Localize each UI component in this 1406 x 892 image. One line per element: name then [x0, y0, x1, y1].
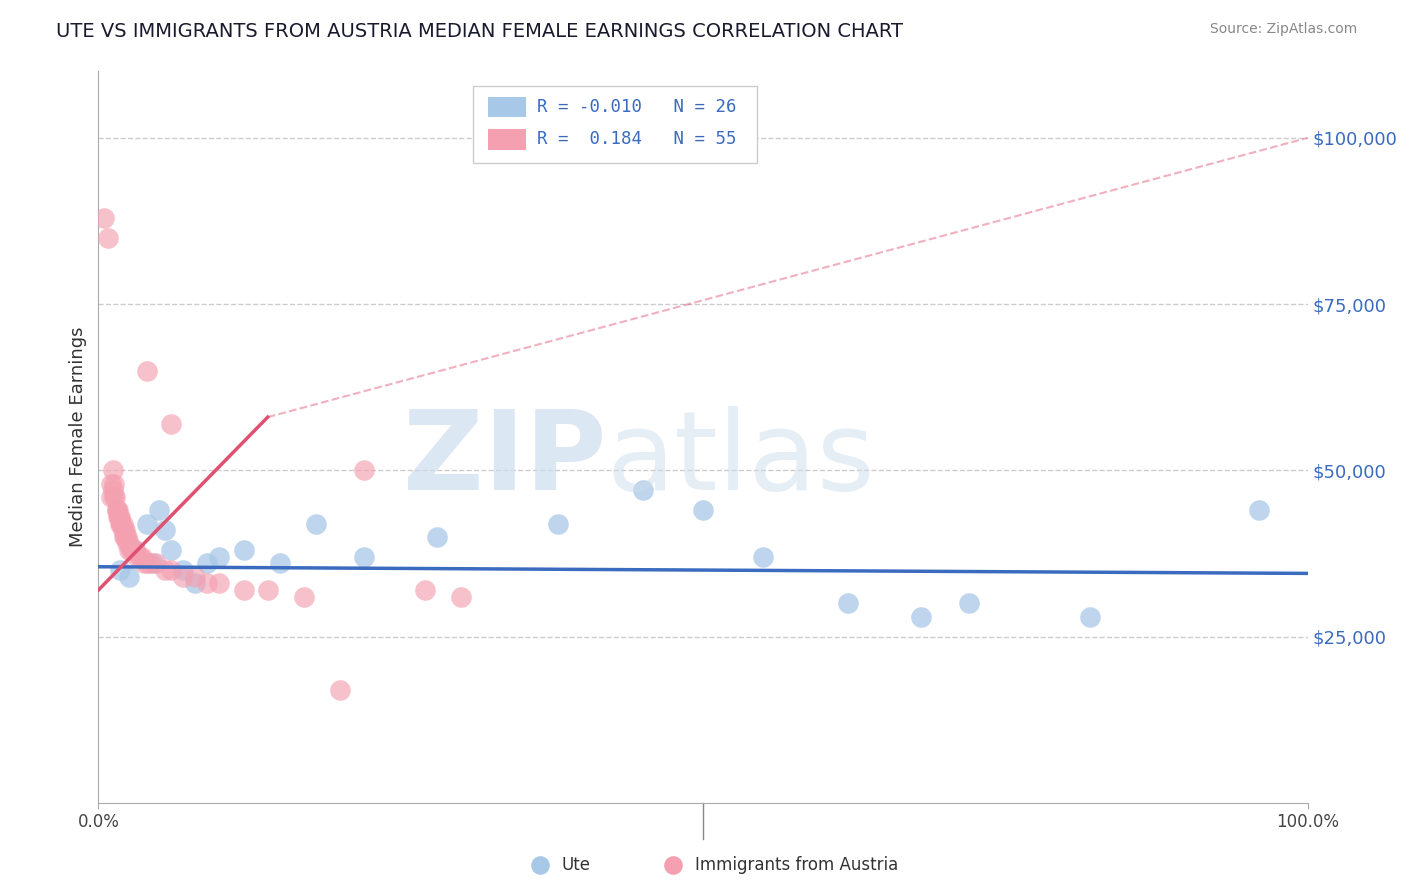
Point [101, 463, 124, 477]
Point [160, 563, 183, 577]
Point [118, 543, 141, 558]
Point [910, 609, 932, 624]
Point [232, 543, 254, 558]
Point [118, 570, 141, 584]
Point [117, 536, 139, 550]
Text: Ute: Ute [561, 856, 591, 874]
Point [115, 530, 138, 544]
Bar [488, 129, 526, 150]
Point [547, 516, 569, 531]
Point [1078, 609, 1101, 624]
Point [128, 549, 150, 564]
Point [105, 503, 128, 517]
Point [256, 582, 278, 597]
Point [661, 796, 683, 810]
Point [195, 576, 218, 591]
Point [103, 476, 125, 491]
Point [269, 557, 291, 571]
Point [107, 509, 129, 524]
Point [139, 557, 162, 571]
Point [160, 417, 183, 431]
Point [117, 530, 139, 544]
Point [114, 523, 136, 537]
Y-axis label: Median Female Earnings: Median Female Earnings [69, 326, 87, 548]
Point [172, 563, 194, 577]
Point [160, 543, 183, 558]
Point [1249, 503, 1271, 517]
Point [142, 557, 165, 571]
Point [305, 516, 328, 531]
Point [184, 576, 207, 591]
Point [108, 563, 131, 577]
Text: R =  0.184   N = 55: R = 0.184 N = 55 [537, 130, 737, 148]
Point [107, 503, 129, 517]
Point [153, 563, 176, 577]
Text: Immigrants from Austria: Immigrants from Austria [695, 856, 898, 874]
Text: R = -0.010   N = 26: R = -0.010 N = 26 [537, 98, 737, 116]
FancyBboxPatch shape [474, 86, 758, 163]
Point [134, 557, 156, 571]
Point [353, 549, 375, 564]
Point [631, 483, 654, 498]
Point [195, 557, 218, 571]
Point [208, 549, 231, 564]
Point [692, 503, 714, 517]
Point [112, 523, 135, 537]
Text: ZIP: ZIP [404, 406, 606, 513]
Point [101, 483, 124, 498]
Point [292, 590, 315, 604]
Point [108, 516, 131, 531]
Point [108, 509, 131, 524]
Point [100, 476, 122, 491]
Point [153, 523, 176, 537]
Text: UTE VS IMMIGRANTS FROM AUSTRIA MEDIAN FEMALE EARNINGS CORRELATION CHART: UTE VS IMMIGRANTS FROM AUSTRIA MEDIAN FE… [56, 22, 903, 41]
Point [837, 596, 859, 610]
Point [208, 576, 231, 591]
Bar [488, 97, 526, 118]
Point [120, 543, 142, 558]
Point [112, 530, 135, 544]
Point [135, 363, 157, 377]
Point [127, 549, 149, 564]
Point [108, 509, 131, 524]
Point [100, 490, 122, 504]
Text: atlas: atlas [606, 406, 875, 513]
Point [111, 516, 134, 531]
Point [413, 582, 436, 597]
Point [97, 230, 120, 244]
Point [172, 570, 194, 584]
Point [111, 523, 134, 537]
Point [118, 536, 141, 550]
Point [529, 796, 551, 810]
Point [114, 530, 136, 544]
Point [105, 503, 128, 517]
Point [232, 582, 254, 597]
Point [93, 211, 115, 225]
Point [329, 682, 352, 697]
Point [148, 503, 170, 517]
Point [135, 557, 157, 571]
Point [124, 543, 146, 558]
Point [110, 516, 132, 531]
Point [184, 570, 207, 584]
Point [752, 549, 775, 564]
Point [108, 509, 131, 524]
Point [426, 530, 449, 544]
Point [103, 490, 125, 504]
Point [450, 590, 472, 604]
Point [145, 557, 167, 571]
Point [957, 596, 980, 610]
Point [353, 463, 375, 477]
Point [124, 543, 146, 558]
Point [135, 516, 157, 531]
Text: Source: ZipAtlas.com: Source: ZipAtlas.com [1209, 22, 1357, 37]
Point [121, 543, 143, 558]
Point [104, 490, 127, 504]
Point [110, 516, 132, 531]
Point [131, 549, 153, 564]
